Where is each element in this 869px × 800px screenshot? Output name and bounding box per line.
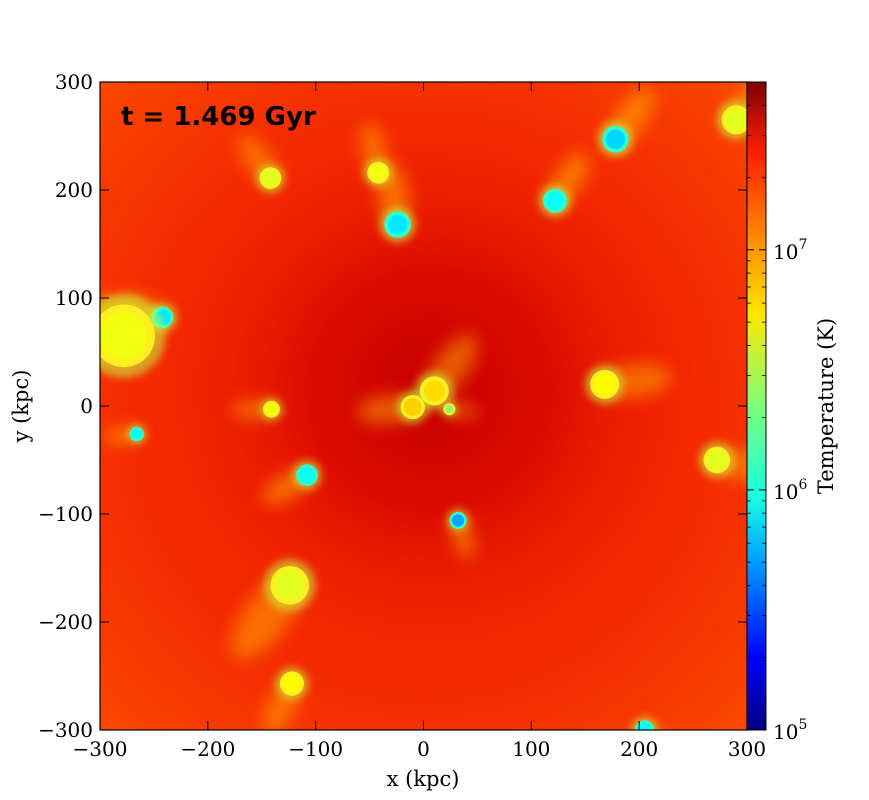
warm-clump [100, 293, 166, 378]
colorbar-tick-label: 106 [773, 477, 807, 504]
cold-clump [379, 206, 416, 243]
y-tick-label: −300 [38, 718, 93, 742]
y-axis: −300 −200 −100 0 100 200 300 [38, 70, 747, 742]
warm-clump [260, 397, 283, 421]
x-axis-label: x (kpc) [387, 767, 460, 791]
colorbar-gradient [746, 81, 767, 731]
cold-clump [631, 717, 658, 730]
warm-clump [255, 163, 285, 193]
x-tick-label: −300 [73, 737, 128, 761]
y-tick-label: 200 [55, 178, 93, 202]
warm-clump [441, 401, 458, 418]
time-annotation: t = 1.469 Gyr [121, 102, 316, 132]
x-tick-label: −100 [288, 737, 343, 761]
warm-clump [716, 100, 747, 140]
x-tick-label: 0 [417, 737, 430, 761]
colorbar-ticks: 105 106 107 [747, 81, 807, 744]
gas-clumps [100, 100, 747, 730]
x-tick-label: 100 [512, 737, 550, 761]
y-tick-label: 100 [55, 286, 93, 310]
colorbar-tick-label: 107 [773, 237, 807, 264]
cold-clump [126, 424, 147, 444]
warm-clump [585, 364, 625, 404]
x-tick-label: −200 [180, 737, 235, 761]
y-tick-label: 300 [55, 70, 93, 94]
colorbar-tick-label: 105 [773, 717, 807, 744]
x-axis: −300 −200 −100 0 100 200 300 [73, 82, 766, 761]
cold-clump [446, 509, 470, 532]
warm-clump [699, 442, 735, 478]
y-tick-label: −100 [38, 502, 93, 526]
cold-clump [292, 460, 322, 490]
warm-clump [263, 559, 316, 612]
colorbar-label: Temperature (K) [814, 318, 838, 494]
warm-clump [363, 158, 393, 188]
temperature-map: t = 1.469 Gyr [100, 82, 747, 730]
y-tick-label: 0 [80, 394, 93, 418]
y-axis-label: y (kpc) [9, 370, 33, 444]
warm-clump [275, 667, 309, 700]
y-tick-label: −200 [38, 610, 93, 634]
cold-clump [597, 121, 634, 158]
colorbar: 105 106 107 Temperature (K) [746, 81, 838, 744]
x-tick-label: 300 [728, 737, 766, 761]
x-tick-label: 200 [620, 737, 658, 761]
warm-clump [396, 390, 429, 424]
cold-clump [538, 184, 572, 217]
